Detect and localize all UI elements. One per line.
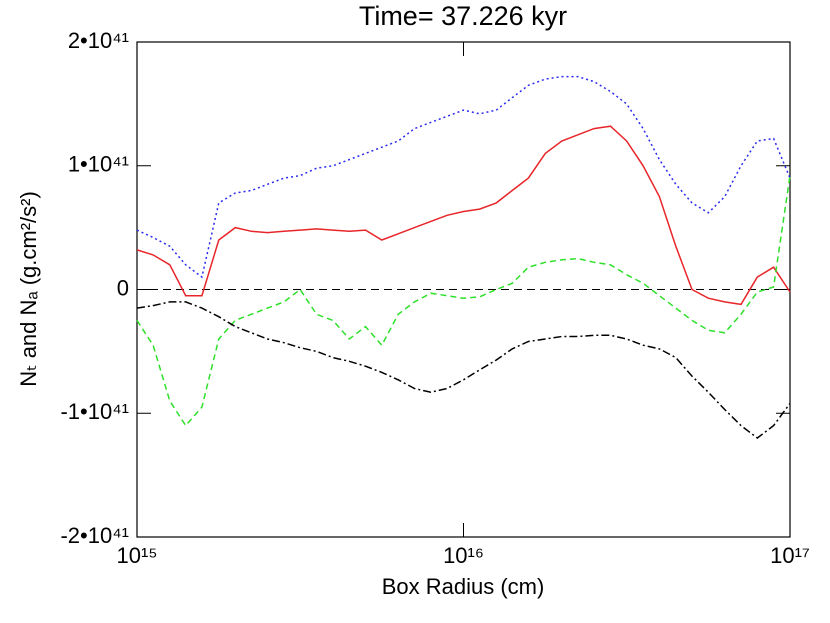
series-line xyxy=(136,75,791,279)
chart-title: Time= 37.226 kyr xyxy=(359,1,567,31)
series-line xyxy=(136,125,791,306)
y-tick-label: 0 xyxy=(117,275,129,300)
y-tick-label: -1•10⁴¹ xyxy=(60,399,129,424)
series-line xyxy=(136,175,791,427)
y-tick-label: -2•10⁴¹ xyxy=(60,523,129,548)
y-axis-label: Nₜ and Nₐ (g.cm²/s²) xyxy=(16,191,41,387)
x-tick-label: 10¹⁶ xyxy=(443,543,484,568)
y-tick-label: 2•10⁴¹ xyxy=(68,28,129,53)
series-line xyxy=(136,301,791,439)
x-axis-label: Box Radius (cm) xyxy=(382,574,545,599)
y-tick-label: 1•10⁴¹ xyxy=(68,152,129,177)
x-tick-label: 10¹⁵ xyxy=(117,543,158,568)
x-tick-label: 10¹⁷ xyxy=(770,543,810,568)
